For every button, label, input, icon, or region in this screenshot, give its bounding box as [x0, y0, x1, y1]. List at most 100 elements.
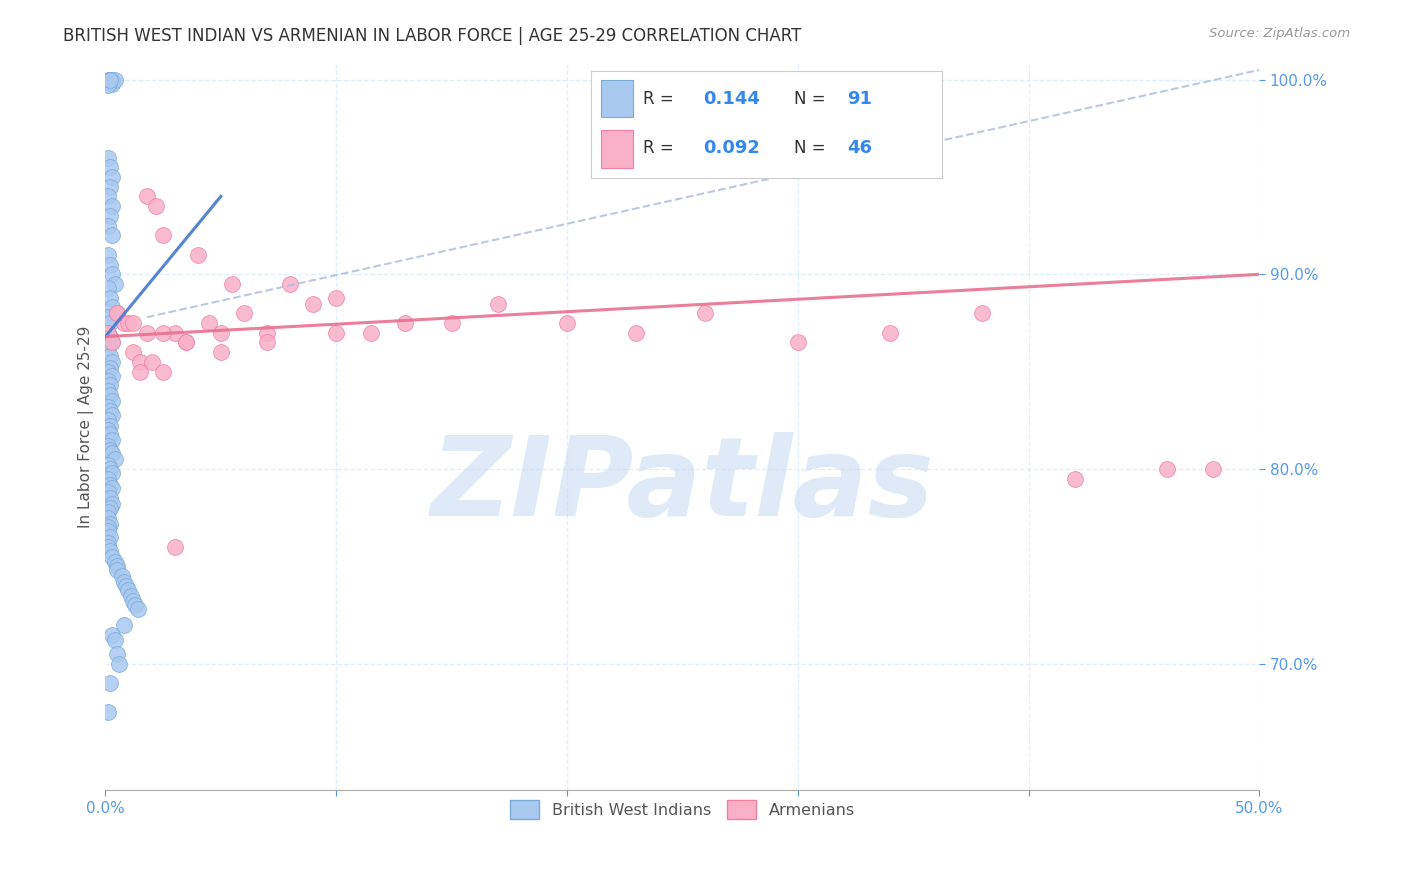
Point [101, 335, 124, 350]
Point [98, 491, 121, 506]
Point [101, 368, 124, 383]
Point [101, 228, 124, 243]
Point [97, 248, 120, 262]
Text: 46: 46 [846, 139, 872, 157]
Text: BRITISH WEST INDIAN VS ARMENIAN IN LABOR FORCE | AGE 25-29 CORRELATION CHART: BRITISH WEST INDIAN VS ARMENIAN IN LABOR… [63, 27, 801, 45]
Point [97, 78, 120, 93]
Point [98, 530, 121, 544]
Point [104, 556, 127, 570]
Point [256, 335, 278, 350]
Point [112, 574, 135, 589]
Point [101, 77, 124, 91]
Point [101, 169, 124, 184]
Point [122, 594, 145, 608]
Point [97, 472, 120, 486]
Point [440, 316, 463, 330]
Point [98, 462, 121, 476]
Text: R =: R = [644, 139, 679, 157]
Point [97, 384, 120, 398]
Point [98, 403, 121, 417]
Point [97, 413, 120, 427]
Point [97, 524, 120, 539]
Point [786, 335, 808, 350]
Point [97, 520, 120, 534]
Point [486, 296, 509, 310]
Point [129, 365, 152, 379]
Point [98, 500, 121, 515]
Point [112, 316, 135, 330]
Point [104, 452, 127, 467]
Point [101, 335, 124, 350]
Point [98, 72, 121, 87]
Point [1156, 462, 1178, 476]
Point [152, 228, 174, 243]
Point [325, 291, 347, 305]
Point [122, 345, 145, 359]
Point [97, 310, 120, 325]
Point [117, 582, 139, 597]
Point [120, 589, 142, 603]
Point [122, 316, 145, 330]
Point [110, 569, 132, 583]
Point [135, 189, 157, 203]
Point [98, 378, 121, 392]
Text: ZIPatlas: ZIPatlas [430, 432, 934, 539]
Point [129, 355, 152, 369]
Point [232, 306, 254, 320]
Point [695, 306, 717, 320]
Point [101, 482, 124, 496]
Point [104, 277, 127, 291]
Point [97, 400, 120, 414]
Point [97, 341, 120, 355]
Text: 91: 91 [846, 90, 872, 108]
Point [101, 627, 124, 641]
Point [124, 599, 146, 613]
Point [98, 427, 121, 442]
Text: N =: N = [794, 139, 831, 157]
Point [101, 72, 124, 87]
Point [98, 72, 121, 87]
Point [97, 281, 120, 295]
Point [98, 258, 121, 272]
Point [879, 326, 901, 340]
Point [101, 355, 124, 369]
Point [97, 219, 120, 233]
Point [163, 326, 186, 340]
Point [98, 360, 121, 375]
Point [98, 419, 121, 434]
Point [174, 335, 197, 350]
Point [209, 345, 232, 359]
Point [187, 248, 209, 262]
Point [174, 335, 197, 350]
Point [198, 316, 221, 330]
Point [98, 72, 121, 87]
Point [104, 72, 127, 87]
Point [98, 388, 121, 402]
Point [97, 540, 120, 554]
Point [101, 433, 124, 447]
Point [325, 326, 347, 340]
Point [101, 301, 124, 315]
Point [360, 326, 382, 340]
Point [108, 657, 131, 671]
Point [97, 439, 120, 453]
Point [98, 349, 121, 363]
Point [98, 442, 121, 457]
Point [221, 277, 243, 291]
Point [97, 485, 120, 500]
Point [97, 365, 120, 379]
Point [97, 72, 120, 87]
Point [97, 458, 120, 472]
Point [97, 423, 120, 437]
Point [105, 559, 128, 574]
Point [101, 549, 124, 564]
Legend: British West Indians, Armenians: British West Indians, Armenians [503, 794, 860, 826]
Text: 0.092: 0.092 [703, 139, 759, 157]
Point [115, 579, 138, 593]
Point [256, 326, 278, 340]
Point [97, 74, 120, 88]
Point [117, 316, 139, 330]
Point [145, 199, 167, 213]
Point [98, 477, 121, 491]
Point [97, 510, 120, 524]
